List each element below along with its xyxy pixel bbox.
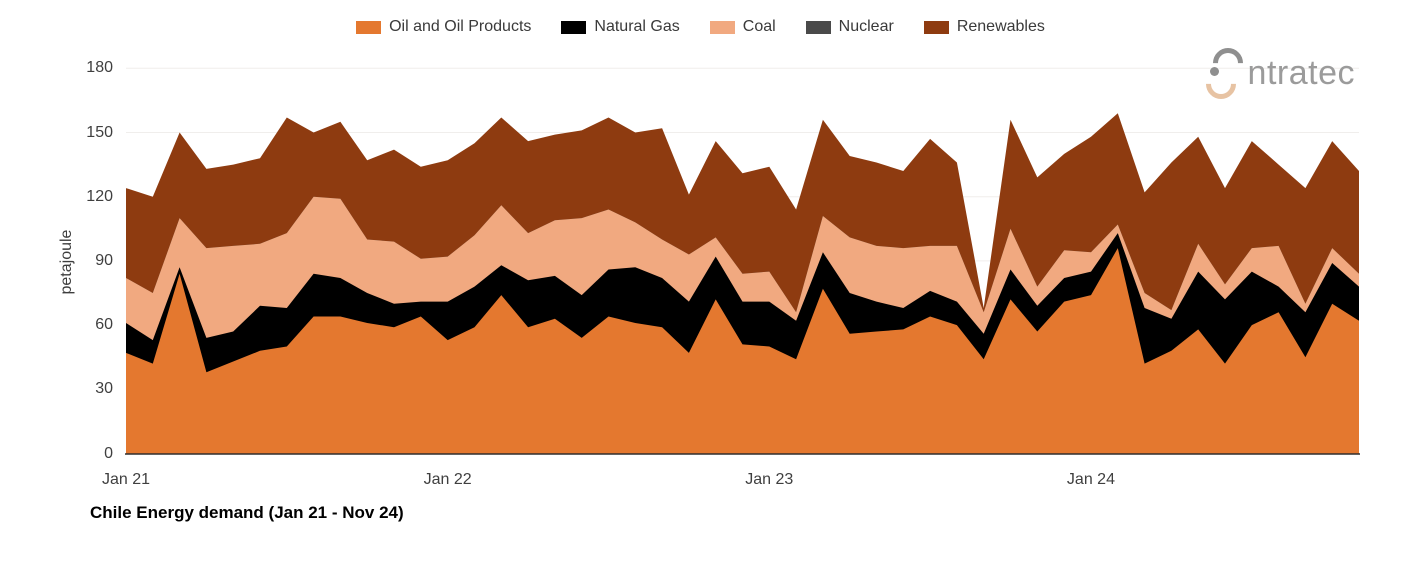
legend-swatch-icon — [805, 20, 831, 34]
y-axis-tick-label: 0 — [104, 444, 113, 462]
legend-swatch-icon — [923, 20, 949, 34]
legend-item-natural-gas: Natural Gas — [561, 18, 680, 36]
legend-label: Renewables — [956, 18, 1045, 35]
legend-item-oil-and-oil-products: Oil and Oil Products — [356, 18, 531, 36]
x-axis-tick-label: Jan 23 — [745, 471, 794, 488]
y-axis-tick-label: 30 — [95, 380, 113, 398]
legend-item-renewables: Renewables — [923, 18, 1045, 36]
y-axis-tick-label: 180 — [86, 59, 113, 77]
legend-label: Coal — [742, 18, 776, 35]
logo-dot — [1209, 67, 1219, 76]
legend-swatch-icon — [709, 20, 735, 34]
legend-label: Nuclear — [838, 18, 894, 35]
y-axis-tick-label: 150 — [86, 123, 113, 141]
legend-label: Natural Gas — [594, 18, 680, 35]
intratec-logo: ntratec — [1199, 41, 1355, 106]
legend-swatch-icon — [561, 20, 587, 34]
chart-title: Chile Energy demand (Jan 21 - Nov 24) — [90, 503, 404, 522]
x-axis-tick-label: Jan 22 — [423, 471, 472, 488]
x-axis-tick-label: Jan 24 — [1066, 471, 1115, 488]
legend-item-nuclear: Nuclear — [805, 18, 894, 36]
y-axis-tick-label: 120 — [86, 187, 113, 205]
y-axis-title: petajoule — [58, 229, 75, 295]
logo-wordmark: ntratec — [1247, 53, 1355, 92]
legend-swatch-icon — [356, 20, 382, 34]
y-axis-tick-label: 90 — [95, 251, 113, 269]
x-axis-tick-label: Jan 21 — [101, 471, 151, 488]
legend-item-coal: Coal — [709, 18, 776, 36]
legend-label: Oil and Oil Products — [389, 18, 532, 35]
chart-legend: Oil and Oil Products Natural Gas Coal Nucle… — [0, 18, 1401, 36]
intratec-logo-icon — [1199, 41, 1249, 106]
y-axis-tick-label: 60 — [95, 316, 113, 334]
area-series-oil-and-oil-products — [126, 248, 1359, 454]
